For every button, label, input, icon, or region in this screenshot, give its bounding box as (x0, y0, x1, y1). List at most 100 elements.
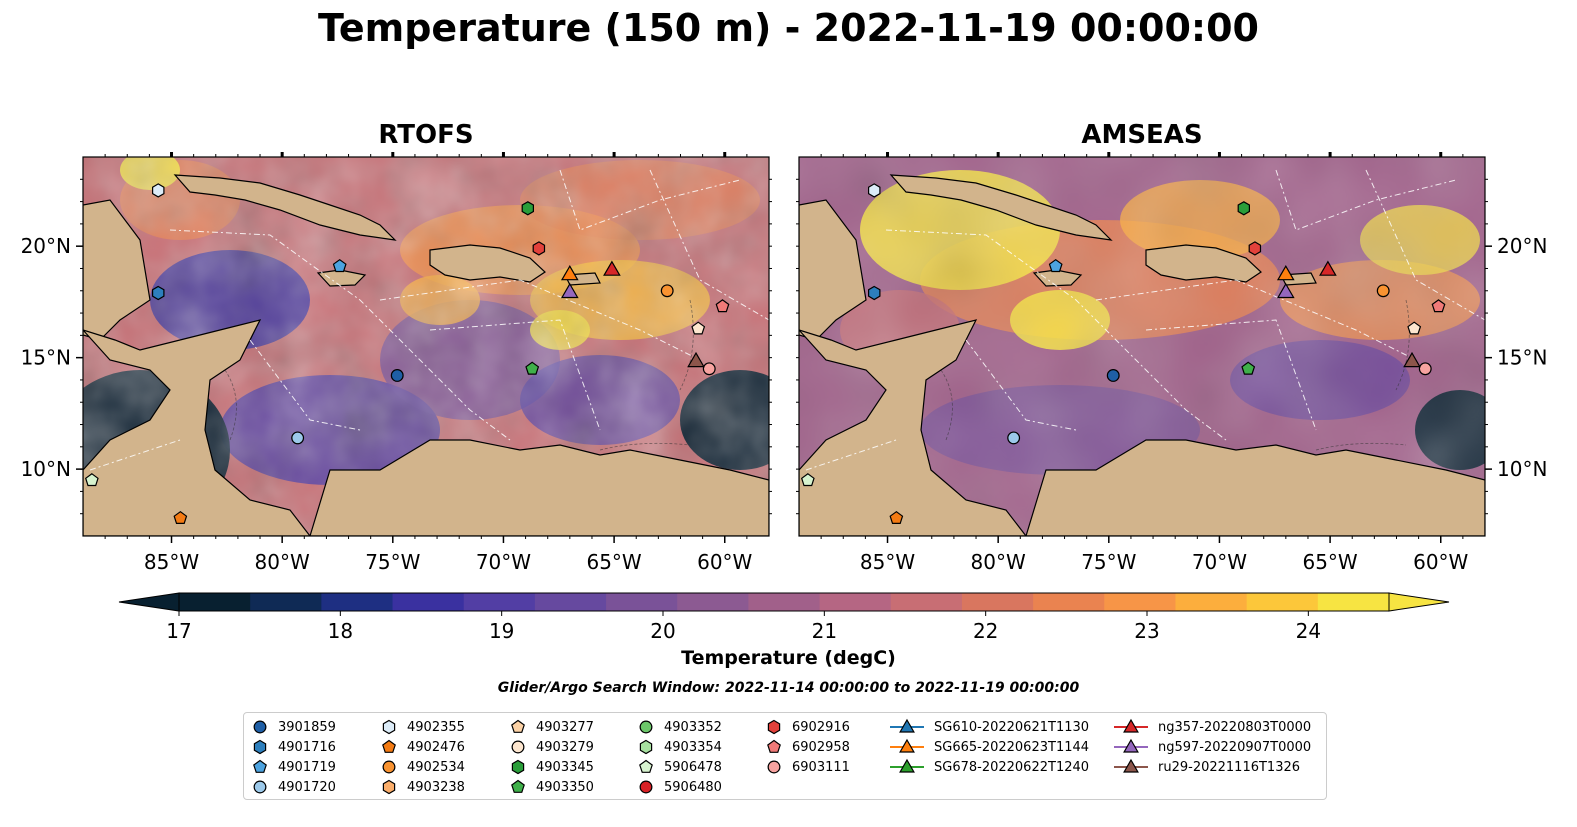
legend: 3901859 4901716 4901719 4901720 4902355 49024… (243, 712, 1327, 800)
legend-label: SG610-20220621T1130 (934, 719, 1090, 735)
circle-marker-icon (639, 720, 653, 734)
hexagon-marker-icon (767, 719, 781, 735)
colorbar-swatch (748, 593, 821, 611)
legend-column: 6902916 6902958 6903111 (766, 717, 850, 777)
colorbar-swatch (392, 593, 465, 611)
legend-entry: 4903354 (638, 737, 722, 757)
colorbar-swatch (819, 593, 892, 611)
colorbar: 17 18 19 20 21 22 23 24 (118, 592, 1450, 643)
legend-marker (639, 720, 653, 734)
legend-marker (767, 719, 781, 735)
legend-entry: 4903352 (638, 717, 722, 737)
hexagon-marker-icon (253, 739, 267, 755)
legend-marker (767, 760, 781, 774)
legend-marker (382, 719, 396, 735)
platform-marker-4903279 (1407, 321, 1422, 335)
lat-tick-label: 15°N (21, 346, 71, 370)
colorbar-swatch (1246, 593, 1319, 611)
legend-label: 4903277 (536, 719, 594, 735)
legend-label: 6903111 (792, 759, 850, 775)
legend-label: 4903279 (536, 739, 594, 755)
legend-label: 4903345 (536, 759, 594, 775)
legend-entry: 5906480 (638, 777, 722, 797)
platform-marker-4902355 (867, 183, 881, 198)
pentagon-marker-icon (511, 779, 525, 793)
platform-markers-amseas (800, 183, 1446, 525)
legend-marker (253, 780, 267, 794)
colorbar-tick-label: 23 (1134, 619, 1159, 643)
legend-marker (382, 760, 396, 774)
platform-marker-6902916 (1248, 241, 1262, 256)
colorbar-tick-label: 17 (166, 619, 191, 643)
legend-label: 6902916 (792, 719, 850, 735)
platform-marker-SG665 (1276, 265, 1295, 281)
colorbar-tick-label: 21 (812, 619, 837, 643)
legend-entry: 4903238 (381, 777, 465, 797)
legend-entry: 6903111 (766, 757, 850, 777)
map-panel-rtofs (83, 157, 769, 536)
legend-marker (382, 779, 396, 795)
legend-entry: 4903345 (510, 757, 594, 777)
circle-marker-icon (511, 740, 525, 754)
colorbar-max-extend (1388, 592, 1450, 612)
colorbar-swatch (961, 593, 1034, 611)
depth-contours (224, 299, 694, 451)
circle-marker-icon (253, 780, 267, 794)
legend-marker (899, 738, 915, 753)
platform-marker-5906478 (84, 473, 99, 487)
legend-marker (639, 759, 653, 773)
hexagon-marker-icon (639, 739, 653, 755)
legend-label: SG665-20220623T1144 (934, 739, 1090, 755)
legend-marker (1123, 758, 1139, 773)
triangle-marker-icon (890, 718, 924, 733)
legend-entry: 4903279 (510, 737, 594, 757)
colorbar-swatch (250, 593, 322, 611)
triangle-marker-icon (890, 738, 924, 753)
colorbar-swatch (321, 593, 394, 611)
platform-marker-6903111 (702, 362, 716, 376)
lon-tick-label: 75°W (1081, 550, 1136, 574)
legend-marker (511, 779, 525, 793)
colorbar-swatch (1033, 593, 1105, 611)
legend-entry: ng357-20220803T0000 (1114, 717, 1311, 737)
colorbar-swatch (1175, 593, 1248, 611)
legend-entry: 4901719 (252, 757, 336, 777)
lon-tick-label: 80°W (971, 550, 1026, 574)
colorbar-swatch (463, 593, 536, 611)
colorbar-tick-label: 18 (328, 619, 353, 643)
platform-marker-ru29 (1403, 351, 1421, 368)
lon-tick-label: 75°W (365, 550, 420, 574)
legend-marker (899, 718, 915, 733)
platform-marker-ng357 (1319, 260, 1337, 276)
search-window-text: Glider/Argo Search Window: 2022-11-14 00… (497, 680, 1080, 696)
legend-label: 5906480 (664, 779, 722, 795)
legend-entry: SG678-20220622T1240 (890, 757, 1089, 777)
colorbar-swatch (534, 593, 607, 611)
colorbar-swatch (890, 593, 963, 611)
legend-entry: 4901720 (252, 777, 336, 797)
legend-label: 4902355 (407, 719, 465, 735)
platform-marker-4901716 (867, 285, 881, 301)
legend-column: 4903352 4903354 5906478 5906480 (638, 717, 722, 797)
platform-marker-4902476 (173, 510, 188, 525)
lon-tick-label: 65°W (586, 550, 641, 574)
legend-entry: SG610-20220621T1130 (890, 717, 1089, 737)
colorbar-min-extend (118, 592, 180, 612)
legend-label: 4903350 (536, 779, 594, 795)
colorbar-swatch (1104, 593, 1176, 611)
hexagon-marker-icon (382, 779, 396, 795)
legend-label: 4901716 (278, 739, 336, 755)
map-frame-rtofs (82, 156, 770, 537)
legend-marker (253, 720, 267, 734)
hexagon-marker-icon (382, 719, 396, 735)
land-layer (83, 174, 769, 536)
legend-entry: SG665-20220623T1144 (890, 737, 1089, 757)
platform-marker-4903345 (1237, 201, 1251, 216)
platform-marker-4902355 (152, 183, 165, 198)
colorbar-swatch (606, 593, 678, 611)
legend-label: 4902476 (407, 739, 465, 755)
lon-tick-label: 60°W (1413, 550, 1468, 574)
platform-markers-rtofs (84, 183, 730, 525)
platform-marker-4902476 (889, 510, 904, 525)
platform-marker-SG665 (560, 265, 579, 281)
